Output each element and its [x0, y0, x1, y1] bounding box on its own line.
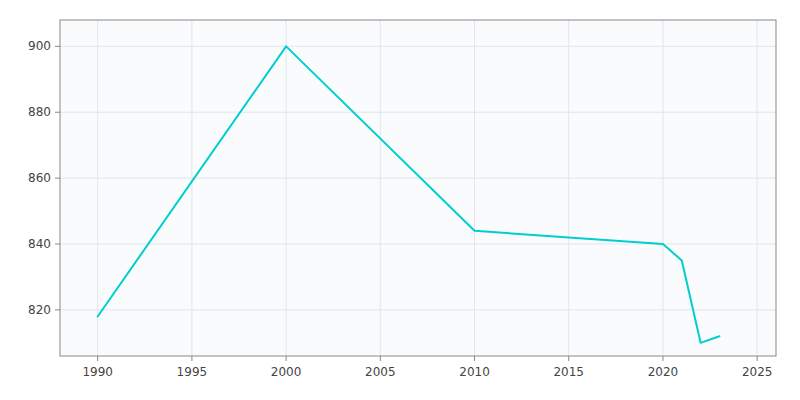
- y-tick: [55, 112, 60, 113]
- y-tick-label: 880: [28, 105, 51, 119]
- x-grid-line: [474, 20, 475, 356]
- x-grid-line: [286, 20, 287, 356]
- y-tick: [55, 309, 60, 310]
- y-tick: [55, 46, 60, 47]
- x-tick: [474, 356, 475, 361]
- x-tick-label: 2010: [459, 365, 490, 379]
- x-grid-line: [191, 20, 192, 356]
- x-tick: [757, 356, 758, 361]
- x-tick-label: 1995: [177, 365, 208, 379]
- y-grid-line: [60, 244, 776, 245]
- data-layer: [98, 46, 720, 342]
- y-tick: [55, 178, 60, 179]
- x-tick-label: 2015: [553, 365, 584, 379]
- x-tick-label: 1990: [82, 365, 113, 379]
- x-tick: [97, 356, 98, 361]
- x-grid-line: [568, 20, 569, 356]
- x-tick-label: 2025: [742, 365, 773, 379]
- y-grid-line: [60, 46, 776, 47]
- plot-background: [60, 20, 776, 356]
- y-tick-label: 820: [28, 303, 51, 317]
- x-grid-line: [97, 20, 98, 356]
- chart-container: 1990 1995 2000 2005 2010 2015 2020 2025 820 840 86…: [0, 0, 800, 400]
- x-tick: [568, 356, 569, 361]
- y-grid-line: [60, 309, 776, 310]
- plot-frame: [60, 20, 776, 356]
- x-tick-label: 2000: [271, 365, 302, 379]
- x-tick-label: 2020: [648, 365, 679, 379]
- grid: [60, 20, 776, 356]
- x-tick: [380, 356, 381, 361]
- chart-svg: 1990 1995 2000 2005 2010 2015 2020 2025 820 840 86…: [0, 0, 800, 400]
- x-grid-line: [380, 20, 381, 356]
- y-tick-label: 840: [28, 237, 51, 251]
- x-tick: [191, 356, 192, 361]
- axes: 1990 1995 2000 2005 2010 2015 2020 2025 820 840 86…: [28, 39, 772, 379]
- y-tick: [55, 244, 60, 245]
- x-tick: [286, 356, 287, 361]
- page: {"chart_data": {"type": "line", "x": [19…: [0, 0, 800, 400]
- data-line: [98, 46, 720, 342]
- x-tick-label: 2005: [365, 365, 396, 379]
- x-grid-line: [757, 20, 758, 356]
- y-tick-label: 860: [28, 171, 51, 185]
- y-grid-line: [60, 178, 776, 179]
- x-tick: [662, 356, 663, 361]
- y-tick-label: 900: [28, 39, 51, 53]
- y-grid-line: [60, 112, 776, 113]
- x-grid-line: [662, 20, 663, 356]
